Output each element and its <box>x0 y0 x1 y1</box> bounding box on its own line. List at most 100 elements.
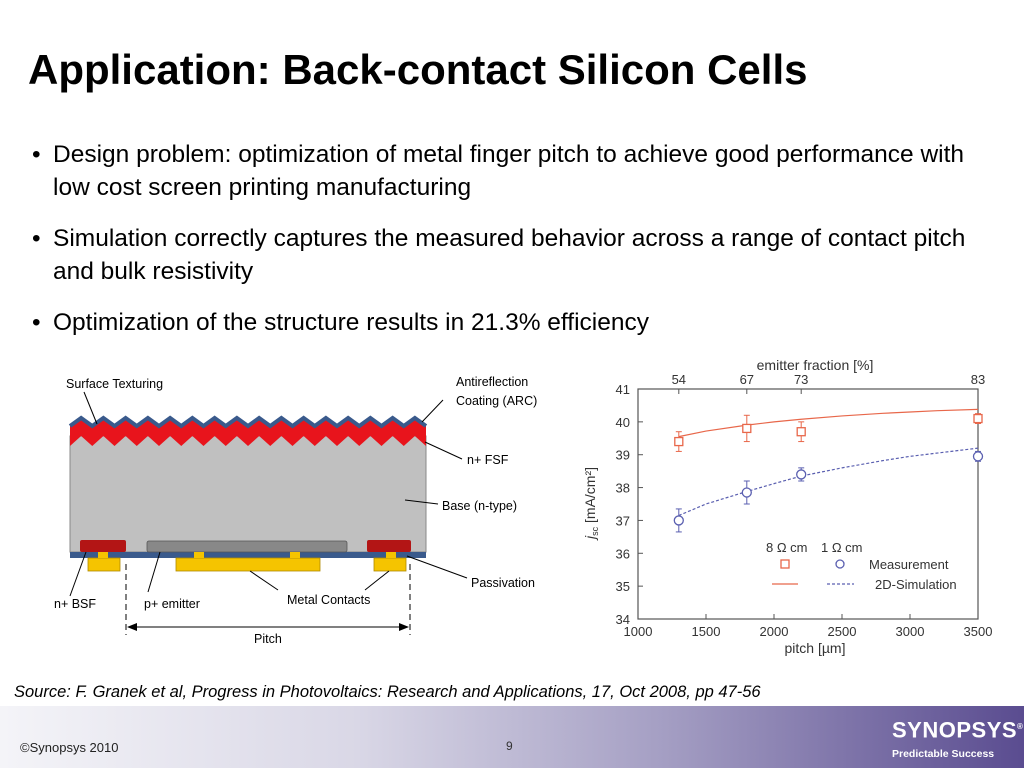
leader-line <box>69 551 87 597</box>
leader-line <box>83 391 98 425</box>
n-bsf-region-left <box>80 540 126 552</box>
leader-line <box>364 570 390 591</box>
metal-contact-center <box>175 557 321 572</box>
legend-header-8ohm: 8 Ω cm <box>766 540 808 555</box>
page-number: 9 <box>506 739 513 753</box>
data-point-circle <box>796 469 807 480</box>
bullet-list: • Design problem: optimization of metal f… <box>32 138 972 357</box>
y-tick-label: 38 <box>616 481 630 496</box>
y-tick-label: 40 <box>616 415 630 430</box>
legend-square-marker <box>780 559 790 569</box>
data-point-square <box>742 423 752 434</box>
x-tick-label: 3500 <box>964 624 993 639</box>
leader-line <box>406 555 468 579</box>
data-point-circle <box>741 487 752 498</box>
metal-contact-center-via-right <box>290 552 300 558</box>
top-tick-label: 83 <box>971 372 985 387</box>
x-tick-label: 2000 <box>760 624 789 639</box>
bullet-item: • Design problem: optimization of metal f… <box>32 138 972 204</box>
label-pitch: Pitch <box>254 632 282 646</box>
top-tick-label: 73 <box>794 372 808 387</box>
slide-footer: ©Synopsys 2010 9 SYNOPSYS® Predictable S… <box>0 706 1024 768</box>
label-metal-contacts: Metal Contacts <box>287 593 370 607</box>
chart-y-axis-label-unit: [mA/cm²] <box>582 467 598 527</box>
y-tick-label: 34 <box>616 612 630 627</box>
bullet-text: Design problem: optimization of metal fi… <box>53 141 965 201</box>
y-tick-label: 39 <box>616 448 630 463</box>
label-fsf: n+ FSF <box>467 453 509 467</box>
y-tick-label: 35 <box>616 579 630 594</box>
simulation-line <box>678 408 979 438</box>
leader-line <box>404 499 439 505</box>
fsf-texture-layer <box>70 418 426 446</box>
simulation-line <box>678 447 979 517</box>
label-base: Base (n-type) <box>442 499 517 513</box>
leader-line <box>249 570 279 591</box>
data-point-circle <box>673 515 684 526</box>
bullet-text: Optimization of the structure results in… <box>53 309 649 336</box>
x-tick-label: 3000 <box>896 624 925 639</box>
chart-x-axis-label: pitch [µm] <box>785 640 846 656</box>
data-point-square <box>796 427 806 437</box>
bullet-symbol: • <box>32 141 41 168</box>
leader-line <box>421 399 444 423</box>
label-p-emitter: p+ emitter <box>144 597 200 611</box>
metal-contact-right-via <box>386 552 396 558</box>
y-tick-label: 37 <box>616 513 630 528</box>
p-emitter-region <box>146 540 348 553</box>
top-tick-label: 67 <box>740 372 754 387</box>
data-point-circle <box>972 451 984 462</box>
pitch-arrowhead-right <box>399 623 409 631</box>
bullet-item: • Simulation correctly captures the measu… <box>32 222 972 288</box>
solar-cell-diagram: Surface Texturing Antireflection Coating… <box>54 375 537 646</box>
n-bsf-region-right <box>367 540 411 552</box>
label-surface-texturing: Surface Texturing <box>66 377 163 391</box>
chart-plot-area <box>637 388 979 620</box>
arc-layer <box>68 415 428 429</box>
label-n-bsf: n+ BSF <box>54 597 96 611</box>
data-point-square <box>674 436 684 447</box>
x-tick-label: 1000 <box>624 624 653 639</box>
x-tick-label: 2500 <box>828 624 857 639</box>
bullet-symbol: • <box>32 225 41 252</box>
top-tick-label: 54 <box>672 372 686 387</box>
metal-contact-left <box>87 557 121 572</box>
metal-contact-right <box>373 557 407 572</box>
chart-background <box>578 345 998 663</box>
logo-text: SYNOPSYS <box>892 717 1018 743</box>
logo-registered-mark: ® <box>1017 722 1024 731</box>
chart-legend: 8 Ω cm 1 Ω cm Measurement 2D-Simulation <box>766 540 957 592</box>
chart-y-axis-label-sub: sc <box>590 526 600 536</box>
chart-y-axis-label-main: j <box>582 535 598 541</box>
y-tick-label: 36 <box>616 546 630 561</box>
leader-line <box>424 441 463 460</box>
metal-contact-left-via <box>98 552 108 558</box>
chart-y-axis-label: jsc [mA/cm²] <box>582 467 600 541</box>
passivation-layer <box>70 552 426 558</box>
bullet-text: Simulation correctly captures the measur… <box>53 225 966 285</box>
legend-simulation-label: 2D-Simulation <box>875 577 957 592</box>
slide-title: Application: Back-contact Silicon Cells <box>28 46 808 93</box>
copyright-text: ©Synopsys 2010 <box>20 740 119 755</box>
legend-measurement-label: Measurement <box>869 557 949 572</box>
legend-header-1ohm: 1 Ω cm <box>821 540 863 555</box>
logo-tagline: Predictable Success <box>892 748 995 761</box>
metal-contact-center-via-left <box>194 552 204 558</box>
chart-top-axis-label: emitter fraction [%] <box>757 357 874 373</box>
source-citation: Source: F. Granek et al, Progress in Pho… <box>14 683 761 701</box>
bullet-symbol: • <box>32 309 41 336</box>
bullet-item: • Optimization of the structure results i… <box>32 306 972 339</box>
base-layer <box>69 435 427 553</box>
jsc-vs-pitch-chart: 1000 1500 2000 2500 3000 3500 34 35 36 37 38 39 40 41… <box>578 345 998 663</box>
legend-circle-marker <box>835 559 845 569</box>
label-passivation: Passivation <box>471 576 535 590</box>
label-arc-line2: Coating (ARC) <box>456 394 537 408</box>
logo-brand: SYNOPSYS® <box>892 714 1023 743</box>
leader-line <box>147 551 161 593</box>
pitch-arrowhead-left <box>127 623 137 631</box>
data-point-square <box>973 413 983 424</box>
synopsys-logo: SYNOPSYS® Predictable Success <box>892 714 1023 761</box>
x-tick-label: 1500 <box>692 624 721 639</box>
label-arc-line1: Antireflection <box>456 375 528 389</box>
y-tick-label: 41 <box>616 382 630 397</box>
